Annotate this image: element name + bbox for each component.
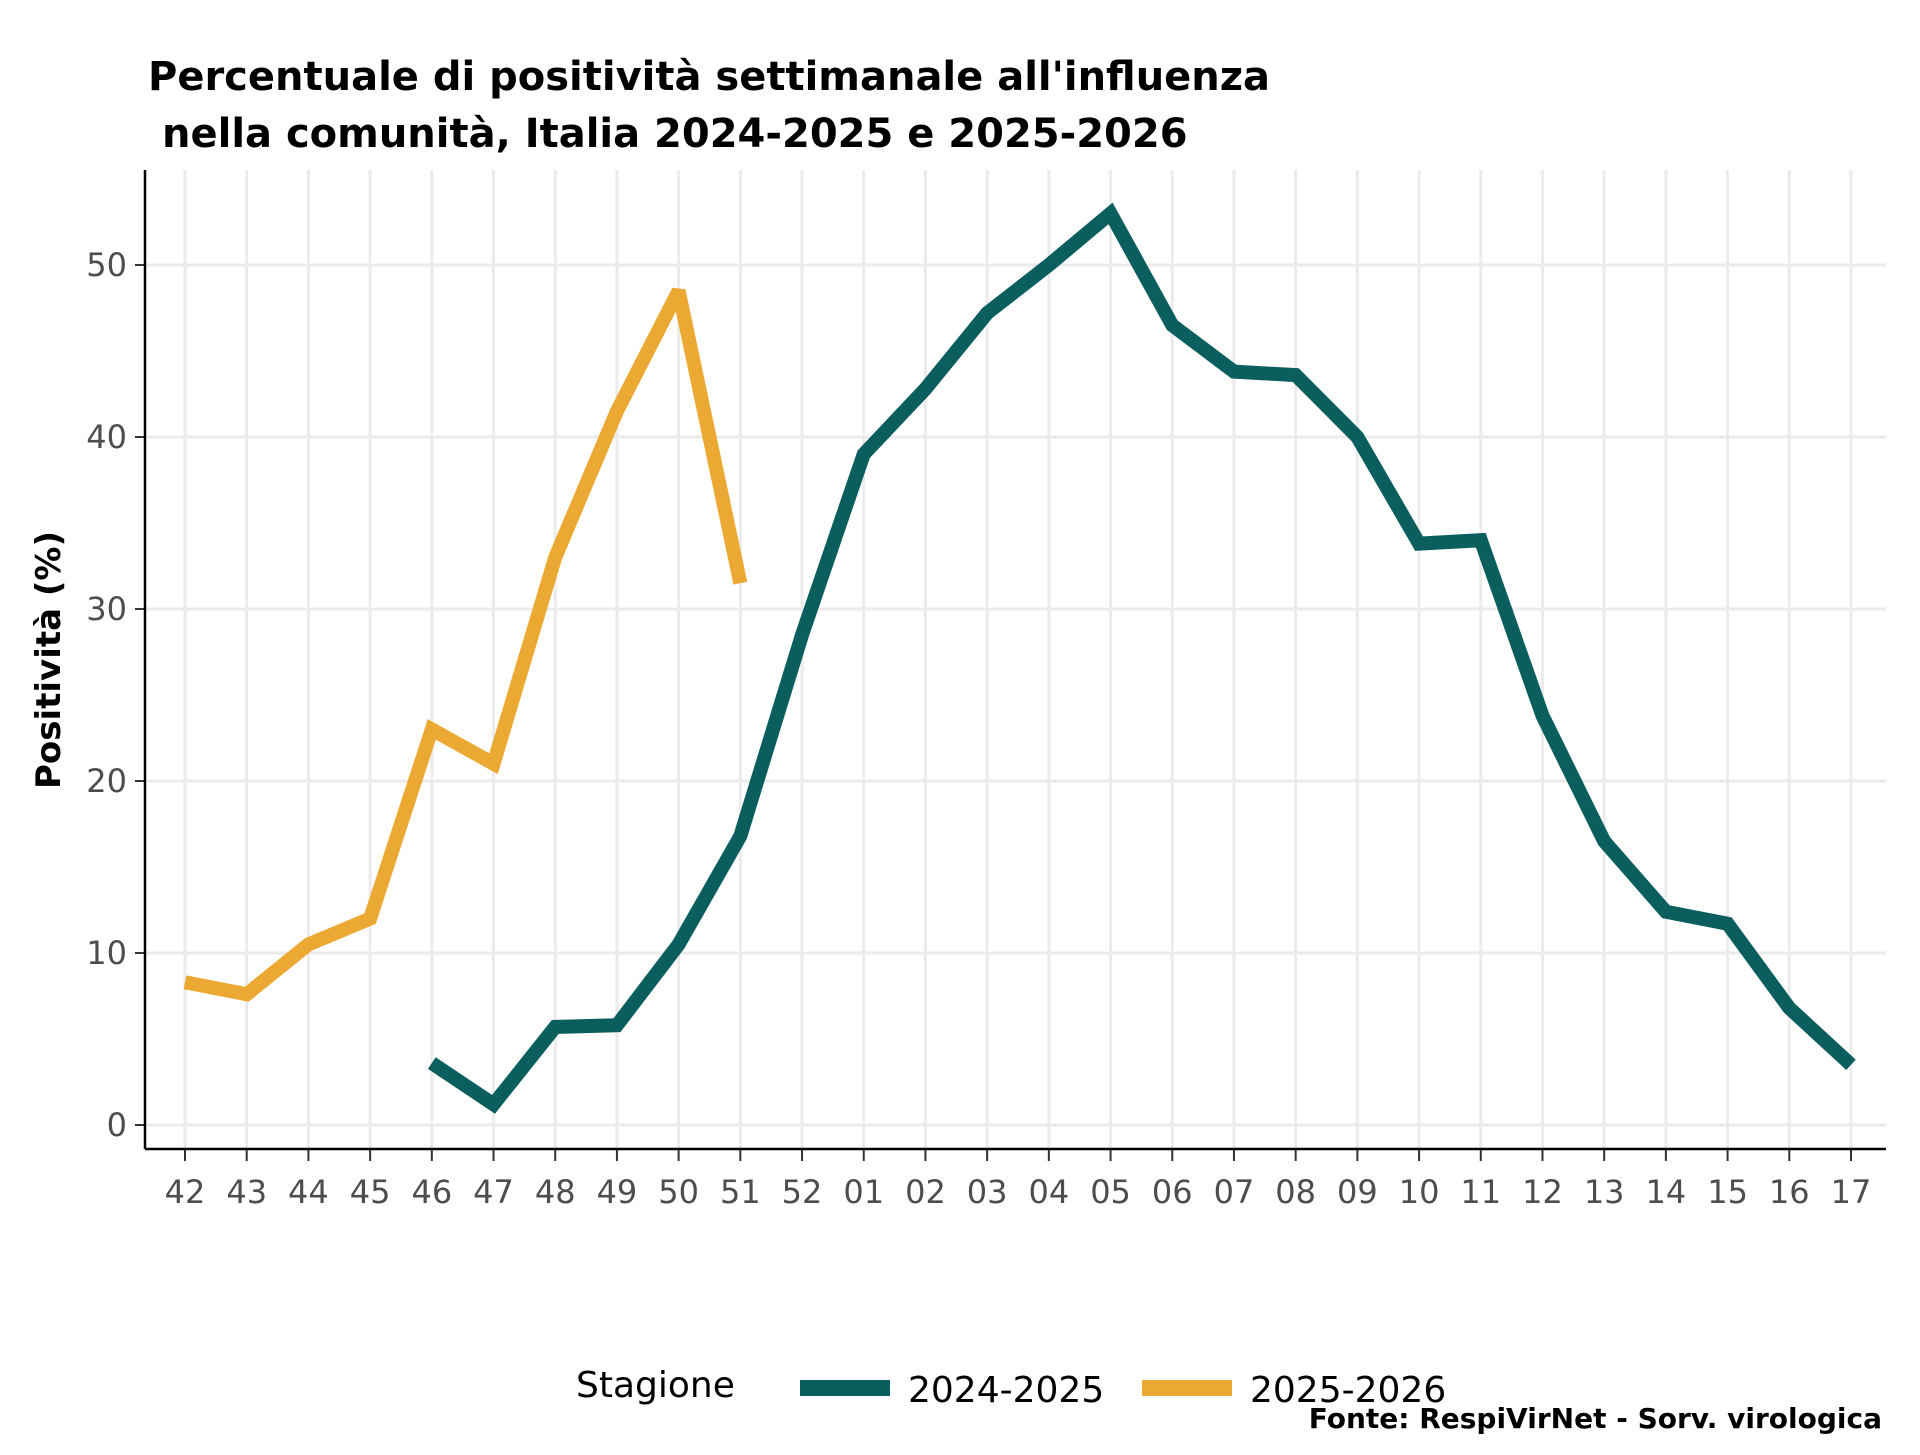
x-tick-label: 01 <box>843 1173 884 1211</box>
x-tick-label: 51 <box>720 1173 761 1211</box>
y-tick-label: 10 <box>86 934 127 972</box>
x-tick-label: 16 <box>1769 1173 1810 1211</box>
x-tick-label: 09 <box>1337 1173 1378 1211</box>
y-tick-label: 30 <box>86 590 127 628</box>
x-tick-label: 05 <box>1090 1173 1131 1211</box>
x-tick-label: 02 <box>905 1173 946 1211</box>
x-tick-label: 52 <box>782 1173 823 1211</box>
x-tick-label: 07 <box>1214 1173 1255 1211</box>
chart-title-line2: nella comunità, Italia 2024-2025 e 2025-… <box>162 111 1188 157</box>
series-line-2025-2026 <box>183 287 748 1002</box>
x-tick-label: 10 <box>1399 1173 1440 1211</box>
legend-label-2025-2026: 2025-2026 <box>1250 1370 1446 1411</box>
x-tick-label: 17 <box>1831 1173 1872 1211</box>
x-tick-label: 42 <box>165 1173 206 1211</box>
y-tick-label: 50 <box>86 246 127 284</box>
chart-title-line1: Percentuale di positività settimanale al… <box>148 54 1270 100</box>
x-tick-label: 08 <box>1275 1173 1316 1211</box>
legend: 2024-2025 2025-2026 <box>800 1370 1446 1411</box>
y-axis-label: Positività (%) <box>29 531 69 789</box>
y-tick-label: 40 <box>86 418 127 456</box>
x-tick-label: 44 <box>288 1173 329 1211</box>
x-tick-label: 14 <box>1646 1173 1687 1211</box>
x-tick-label: 15 <box>1707 1173 1748 1211</box>
x-tick-label: 11 <box>1460 1173 1501 1211</box>
x-tick-label: 12 <box>1522 1173 1563 1211</box>
x-tick-label: 46 <box>411 1173 452 1211</box>
legend-title: Stagione <box>576 1365 735 1406</box>
x-tick-label: 50 <box>658 1173 699 1211</box>
y-tick-label: 0 <box>107 1106 127 1144</box>
series-line-2024-2025 <box>427 202 1856 1114</box>
x-tick-label: 48 <box>535 1173 576 1211</box>
legend-label-2024-2025: 2024-2025 <box>908 1370 1104 1411</box>
x-tick-label: 45 <box>350 1173 391 1211</box>
x-tick-label: 43 <box>226 1173 267 1211</box>
x-tick-label: 49 <box>597 1173 638 1211</box>
gridlines <box>145 170 1886 1149</box>
source-note: Fonte: RespiVirNet - Sorv. virologica <box>1309 1402 1882 1435</box>
x-tick-label: 03 <box>967 1173 1008 1211</box>
x-tick-label: 06 <box>1152 1173 1193 1211</box>
series-lines <box>183 202 1856 1114</box>
axes: 42 43 44 45 46 47 48 49 50 51 52 01 02 03 04 05 06 07 08 09… <box>86 170 1886 1211</box>
x-tick-label: 04 <box>1028 1173 1069 1211</box>
x-tick-label: 47 <box>473 1173 514 1211</box>
y-tick-label: 20 <box>86 762 127 800</box>
x-tick-label: 13 <box>1584 1173 1625 1211</box>
